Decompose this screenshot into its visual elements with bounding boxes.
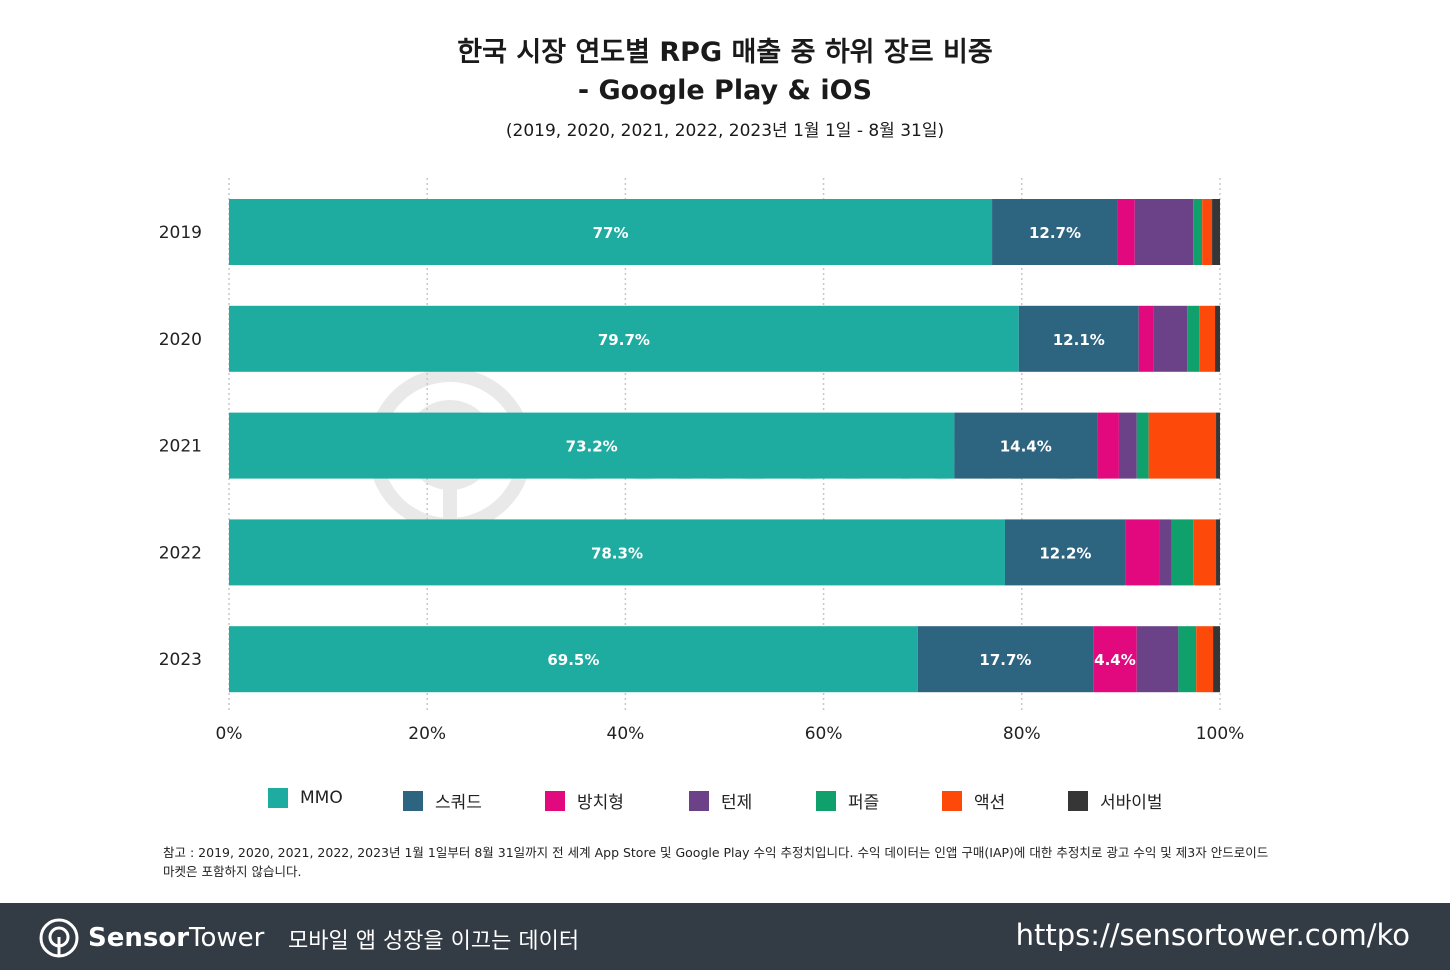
data-label: 69.5% — [547, 651, 599, 669]
legend-label: 서바이벌 — [1100, 793, 1163, 813]
bar-segment — [1118, 412, 1137, 479]
legend: MMO 스쿼드 방치형 턴제 퍼즐 액션 서바이벌 — [0, 788, 1450, 814]
legend-item: 방치형 — [545, 788, 624, 813]
data-label: 12.2% — [1039, 544, 1091, 562]
legend-swatch — [1068, 790, 1088, 811]
bar-segment — [954, 412, 1098, 479]
bar-segment — [1199, 305, 1216, 372]
legend-label: 스쿼드 — [435, 793, 482, 813]
legend-item: MMO — [268, 788, 343, 808]
y-tick-label: 2023 — [159, 650, 202, 670]
legend-item: 턴제 — [689, 788, 752, 813]
bar-segment — [229, 305, 1019, 372]
footnote-line2: 마켓은 포함하지 않습니다. — [163, 864, 302, 879]
bar-segment — [1215, 305, 1220, 372]
data-label: 12.7% — [1029, 224, 1081, 242]
bar-segment — [1171, 519, 1194, 586]
bar-segment — [1093, 626, 1137, 693]
sensortower-logo-icon — [39, 918, 79, 958]
bar-segment — [1159, 519, 1172, 586]
brand-name-light: Tower — [189, 923, 265, 953]
x-tick-label: 0% — [216, 724, 243, 744]
data-label: 73.2% — [566, 438, 618, 456]
legend-item: 서바이벌 — [1068, 788, 1163, 813]
footer-logo: Sensor Tower — [38, 917, 264, 959]
bar-segment — [1018, 305, 1139, 372]
legend-swatch — [403, 790, 423, 811]
bar-segment — [1125, 519, 1160, 586]
legend-swatch — [816, 790, 836, 811]
chart-subtitle: (2019, 2020, 2021, 2022, 2023년 1월 1일 - 8… — [505, 121, 945, 141]
bar-segment — [1138, 305, 1154, 372]
legend-swatch — [268, 788, 288, 808]
legend-swatch — [942, 790, 962, 811]
bar-segment — [1148, 412, 1217, 479]
bar-segment — [992, 199, 1118, 265]
legend-swatch — [545, 790, 565, 811]
bar-segment — [229, 519, 1005, 586]
stacked-bar-chart: 0% 20% 40% 60% 80% 100% 2019 77% 12.7% 2020 79.7% 1… — [159, 178, 1245, 744]
x-tick-label: 80% — [1003, 724, 1041, 744]
bar-segment — [1216, 519, 1220, 586]
legend-label: MMO — [300, 788, 343, 808]
legend-label: 방치형 — [577, 793, 624, 813]
y-tick-label: 2019 — [159, 223, 202, 243]
bar-segment — [229, 199, 993, 265]
y-tick-label: 2021 — [159, 437, 202, 457]
bar-segment — [1178, 626, 1197, 693]
data-label: 14.4% — [1000, 438, 1052, 456]
x-tick-label: 40% — [607, 724, 645, 744]
bar-segment — [1193, 519, 1217, 586]
legend-label: 턴제 — [721, 793, 753, 813]
x-tick-label: 100% — [1196, 724, 1245, 744]
bar-segment — [1153, 305, 1188, 372]
bar-segment — [1193, 199, 1203, 265]
bar-segment — [1213, 626, 1220, 693]
data-label: 78.3% — [591, 544, 643, 562]
bar-segment — [1187, 305, 1200, 372]
data-label: 17.7% — [979, 651, 1031, 669]
data-label: 79.7% — [598, 331, 650, 349]
footnote: 참고 : 2019, 2020, 2021, 2022, 2023년 1월 1일… — [163, 843, 1303, 881]
bar-segment — [1136, 412, 1149, 479]
bar-segment — [1134, 199, 1194, 265]
x-tick-label: 60% — [805, 724, 843, 744]
bar-segment — [229, 626, 918, 693]
legend-item: 스쿼드 — [403, 788, 482, 813]
bar-segment — [229, 412, 955, 479]
chart-title-line2: - Google Play & iOS — [577, 75, 873, 106]
y-tick-label: 2022 — [159, 543, 202, 563]
bar-segment — [1196, 626, 1214, 693]
bar-segment — [1212, 199, 1220, 265]
chart-title: 한국 시장 연도별 RPG 매출 중 하위 장르 비중 — [457, 37, 993, 68]
footer-tagline: 모바일 앱 성장을 이끄는 데이터 — [288, 929, 580, 954]
data-label: 77% — [593, 224, 629, 242]
bar-segment — [917, 626, 1094, 693]
data-label: 4.4% — [1094, 651, 1136, 669]
data-label: 12.1% — [1053, 331, 1105, 349]
legend-label: 퍼즐 — [848, 793, 880, 813]
bar-segment — [1202, 199, 1213, 265]
legend-swatch — [689, 790, 709, 811]
y-tick-label: 2020 — [159, 330, 202, 350]
legend-item: 퍼즐 — [816, 788, 879, 813]
footnote-line1: 참고 : 2019, 2020, 2021, 2022, 2023년 1월 1일… — [163, 845, 1269, 860]
bar-segment — [1097, 412, 1119, 479]
brand-name-bold: Sensor — [88, 923, 190, 953]
legend-item: 액션 — [942, 788, 1005, 813]
footer-bar: Sensor Tower 모바일 앱 성장을 이끄는 데이터 https://se… — [0, 903, 1450, 970]
bar-segment — [1004, 519, 1126, 586]
bar-segment — [1136, 626, 1179, 693]
legend-label: 액션 — [974, 793, 1006, 813]
bar-segment — [1117, 199, 1135, 265]
bar-segment — [1216, 412, 1220, 479]
footer-url[interactable]: https://sensortower.com/ko — [1015, 918, 1410, 952]
x-tick-label: 20% — [408, 724, 446, 744]
